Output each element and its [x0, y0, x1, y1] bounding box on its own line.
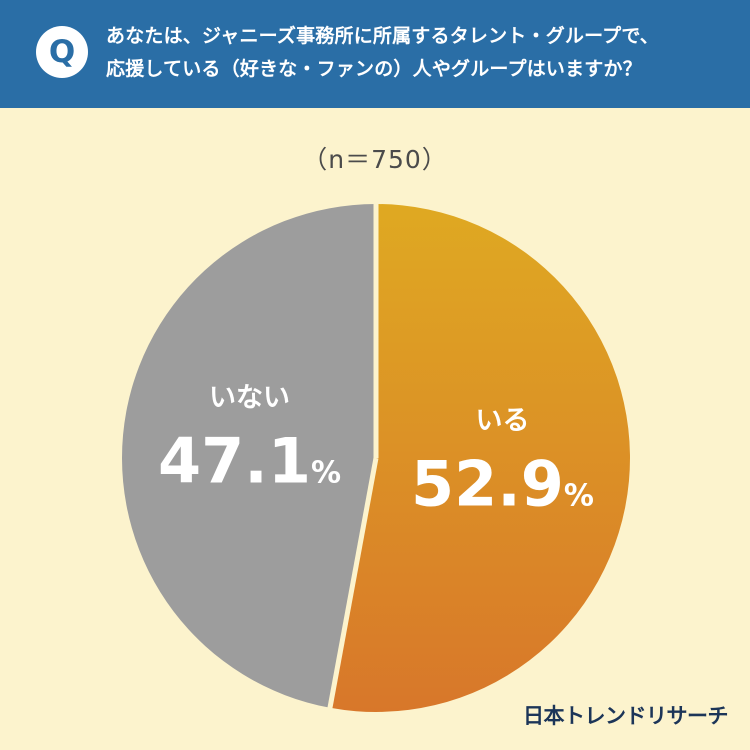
- pie-value-no: 47.1%: [158, 424, 341, 497]
- question-header: Q あなたは、ジャニーズ事務所に所属するタレント・グループで、 応援している（好…: [0, 0, 750, 108]
- slice-separator-1: [327, 457, 379, 711]
- pie-slice-no: [121, 204, 376, 708]
- sample-size-label: （n＝750）: [302, 145, 448, 174]
- question-line-1: あなたは、ジャニーズ事務所に所属するタレント・グループで、: [106, 25, 660, 47]
- brand-logo: 日本トレンドリサーチ: [523, 704, 729, 728]
- pie-label-no: いない: [209, 382, 290, 413]
- pie-value-yes: 52.9%: [411, 448, 594, 521]
- pie-slice-yes: [329, 204, 630, 713]
- question-line-2: 応援している（好きな・ファンの）人やグループはいますか？: [106, 58, 642, 80]
- pie-label-yes: いる: [475, 406, 529, 437]
- question-badge-icon: Q: [36, 26, 88, 78]
- question-text: あなたは、ジャニーズ事務所に所属するタレント・グループで、 応援している（好きな…: [106, 20, 726, 86]
